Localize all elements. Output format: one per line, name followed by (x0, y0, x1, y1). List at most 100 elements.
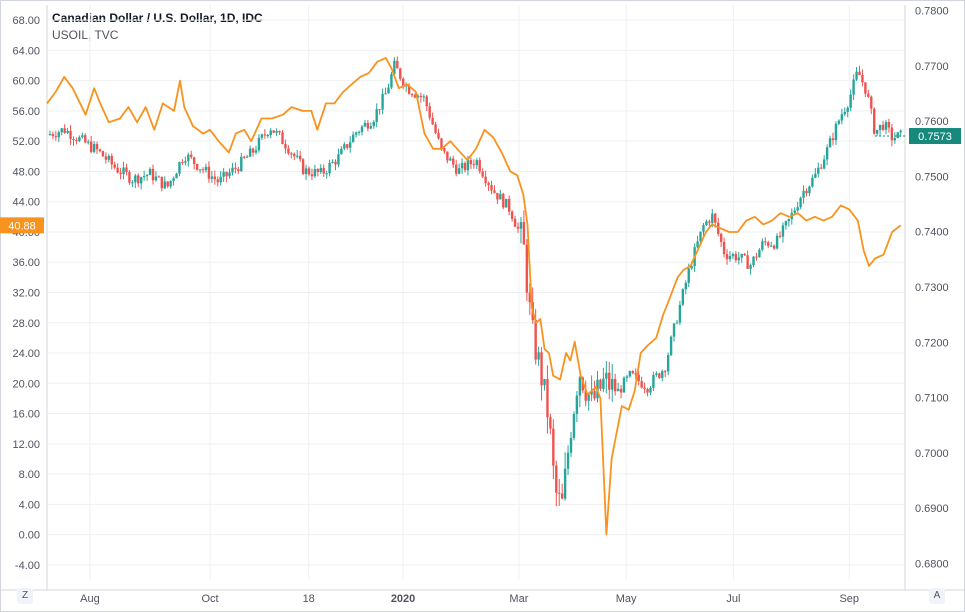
candle-body (140, 177, 143, 184)
candle-body (705, 221, 708, 226)
candle-body (625, 376, 629, 378)
candle-body (313, 169, 317, 177)
candle-body (708, 221, 711, 223)
candle-body (716, 222, 720, 234)
candle-body (293, 153, 296, 157)
candle-body (151, 168, 155, 181)
x-axis-tick-label: 18 (303, 593, 315, 605)
candle-body (187, 154, 190, 162)
candle-body (272, 130, 275, 133)
candle-body (245, 156, 249, 158)
candle-body (764, 241, 767, 243)
right-axis-tick-label: 0.7200 (915, 337, 949, 349)
candle-body (852, 79, 855, 95)
candle-body (72, 138, 75, 141)
candle-body (163, 181, 166, 189)
left-axis-tick-label: 28.00 (12, 318, 40, 330)
candle-body (372, 121, 375, 127)
cadusd-last-value-badge (909, 128, 961, 145)
candle-body (652, 375, 655, 388)
candle-body (540, 352, 543, 386)
candle-body (251, 148, 255, 153)
left-scale-button[interactable]: Z (17, 588, 33, 604)
candle-body (525, 244, 529, 293)
candle-body (605, 372, 608, 379)
candle-body (884, 121, 888, 130)
candle-body (201, 169, 205, 171)
candle-body (104, 156, 108, 160)
candle-body (528, 292, 531, 303)
candle-body (89, 141, 93, 152)
candle-body (307, 168, 311, 175)
candle-body (175, 173, 178, 179)
candle-body (828, 138, 832, 148)
candle-body (275, 131, 278, 133)
candle-body (672, 323, 676, 337)
candle-body (608, 372, 611, 390)
candle-body (837, 120, 841, 124)
candle-body (157, 176, 161, 178)
candle-body (431, 117, 434, 125)
candle-body (128, 172, 131, 183)
candle-body (805, 190, 808, 194)
left-axis-tick-label: 4.00 (19, 499, 40, 511)
candle-body (440, 138, 443, 149)
candle-body (463, 163, 467, 171)
candle-body (443, 148, 446, 152)
candle-body (714, 213, 717, 223)
candle-body (808, 186, 811, 194)
candle-body (122, 167, 125, 175)
right-axis-tick-label: 0.7700 (915, 61, 949, 73)
left-axis-tick-label: 20.00 (12, 378, 40, 390)
candle-body (502, 193, 505, 208)
candle-body (351, 134, 355, 143)
candle-body (316, 169, 320, 172)
left-axis-tick-label: -4.00 (15, 560, 40, 572)
candle-body (487, 182, 490, 186)
candle-body (472, 164, 476, 166)
left-axis-tick-label: 16.00 (12, 409, 40, 421)
candle-body (446, 151, 449, 161)
right-axis-tick-label: 0.7500 (915, 171, 949, 183)
candle-body (628, 371, 632, 377)
candle-body (349, 142, 352, 148)
candle-body (864, 82, 867, 94)
candle-body (769, 245, 773, 247)
candle-body (404, 85, 408, 87)
candle-body (784, 221, 788, 226)
candle-body (340, 148, 343, 155)
candle-body (475, 160, 478, 166)
candle-body (181, 162, 184, 164)
candle-body (145, 174, 149, 177)
candle-body (537, 352, 540, 360)
candle-body (231, 167, 234, 173)
candle-body (281, 132, 284, 145)
candle-body (664, 371, 667, 373)
candle-body (137, 175, 140, 184)
candle-body (454, 164, 458, 174)
candle-body (613, 379, 617, 392)
candle-body (772, 245, 776, 249)
x-axis-tick-label: Oct (201, 593, 218, 605)
left-axis-tick-label: 44.00 (12, 197, 40, 209)
candle-body (169, 180, 172, 187)
candle-body (481, 171, 484, 177)
candle-body (719, 233, 723, 242)
candle-body (343, 144, 346, 149)
candle-body (575, 395, 579, 414)
right-scale-button[interactable]: A (929, 588, 945, 604)
candle-body (755, 256, 758, 258)
candle-body (802, 190, 805, 198)
candle-body (661, 371, 664, 378)
candle-body (204, 166, 208, 171)
candle-body (234, 167, 237, 170)
candle-body (460, 163, 464, 169)
candle-body (749, 265, 752, 269)
candle-body (390, 74, 393, 88)
candle-body (304, 168, 308, 175)
right-axis-tick-label: 0.7800 (915, 6, 949, 18)
candle-body (310, 174, 314, 177)
candle-body (243, 156, 246, 158)
candle-body (560, 493, 564, 499)
